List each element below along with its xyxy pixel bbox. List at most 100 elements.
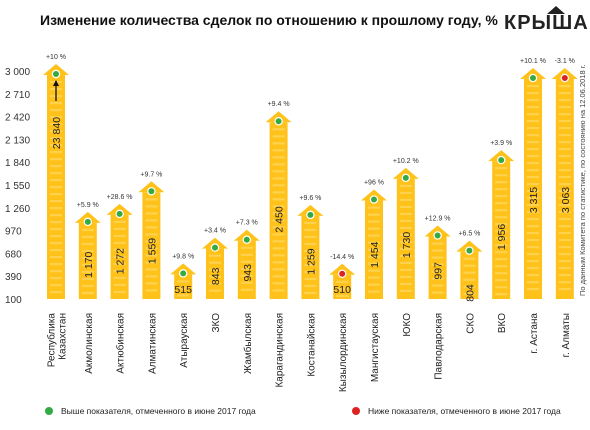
bar-window [50,228,62,231]
bar-window [145,212,158,215]
value-label: 843 [210,267,222,285]
bar-window [495,202,508,205]
bar-roof [170,263,197,275]
bar-window [145,275,158,278]
bar-window [50,284,62,287]
bar-window [177,280,190,283]
bar-window [527,92,539,95]
value-label: 3 063 [560,187,572,213]
bar-window [527,260,539,263]
bar-roof [551,68,578,79]
y-tick-label: 1 550 [5,181,30,192]
bar-window [177,294,190,297]
bar-window [495,244,508,247]
indicator-dot [115,209,124,219]
category-label: Алматинская [147,313,158,374]
category-label: г. Алматы [561,313,572,357]
bar-window [399,240,412,244]
bar-window [558,232,571,235]
bar-roof [392,167,419,179]
bar-window [527,197,539,200]
indicator-dot [369,195,379,204]
bar-window [558,176,571,179]
bar-window [113,248,126,252]
bar-roof [74,211,101,223]
bar-window [558,127,571,130]
y-tick-label: 2 710 [5,90,30,101]
category-label: г. Астана [529,313,540,354]
bar [206,248,224,299]
bar-window [272,149,285,152]
bar-window [113,290,126,294]
bar-window [272,268,285,271]
bar-window [527,134,539,137]
bar-window [527,183,539,186]
bar-window [495,265,508,268]
bar-window [272,191,285,194]
bar-window [558,169,571,172]
indicator-dot [338,269,347,278]
bar-window [50,186,62,189]
bar-group: +28.6 % 1 272 Актюбинская [106,194,133,374]
bar-window [399,219,412,223]
bar-window [527,204,539,207]
bar-window [558,190,571,193]
change-label: +5.9 % [77,202,99,209]
change-label: -3.1 % [555,58,575,65]
bar-window [368,206,380,209]
category-label: ВКО [497,313,508,333]
bar-window [81,284,94,288]
bar-window [272,128,285,131]
bar-roof [265,111,292,123]
bar-window [399,198,412,202]
break-arrow-head [53,80,59,86]
bar-window [113,234,126,238]
bar-window [81,291,94,295]
bar-window [304,256,317,260]
bar-group: -14.4 % 510 Кызылординская [329,254,356,392]
bar-window [145,254,158,257]
category-label: Костанайская [306,313,317,377]
bar-window [558,162,571,165]
brand-logo: КРЫША [504,6,588,36]
bar-window [50,158,62,161]
bar-window [558,197,571,200]
bar-window [399,233,412,237]
bar-window [558,148,571,151]
category-label: Кызылординская [338,313,349,392]
bar-window [209,275,221,278]
bar-window [495,174,508,177]
value-label: 515 [174,284,192,296]
value-label: 1 170 [83,251,95,277]
bar-window [272,233,285,236]
bar-group: +96 % 1 454 Мангистауская [361,180,387,382]
bar-window [527,148,539,151]
bar-window [304,270,317,274]
bar-window [463,285,476,288]
bar-window [527,113,539,116]
legend-above-label: Выше показателя, отмеченного в июне 2017… [61,406,256,416]
change-label: +10.2 % [393,158,419,165]
bar-window [50,221,62,224]
change-label: +9.6 % [299,195,321,202]
indicator-dot [51,69,61,79]
category-label: СКО [465,313,476,334]
bar-window [272,135,285,138]
bar-window [368,290,380,293]
bar-window [558,85,571,88]
bar-window [527,85,539,88]
roof-icon [547,6,565,14]
bar-window [527,99,539,102]
indicator-dot [306,210,315,220]
bar-window [81,228,94,232]
bar-window [145,198,158,201]
bar-group: +10.2 % 1 730 ЮКО [392,158,419,337]
bar-group: -3.1 % 3 063 г. Алматы [551,58,578,357]
bar-window [463,271,476,274]
legend-below: Ниже показателя, отмеченного в июне 2017… [352,406,561,416]
bar-window [558,211,571,214]
bar-window [558,183,571,186]
bar-window [81,249,94,253]
bar-window [527,106,539,109]
bar-group: +10 % 23 840 Республика Казахстан [43,54,69,367]
